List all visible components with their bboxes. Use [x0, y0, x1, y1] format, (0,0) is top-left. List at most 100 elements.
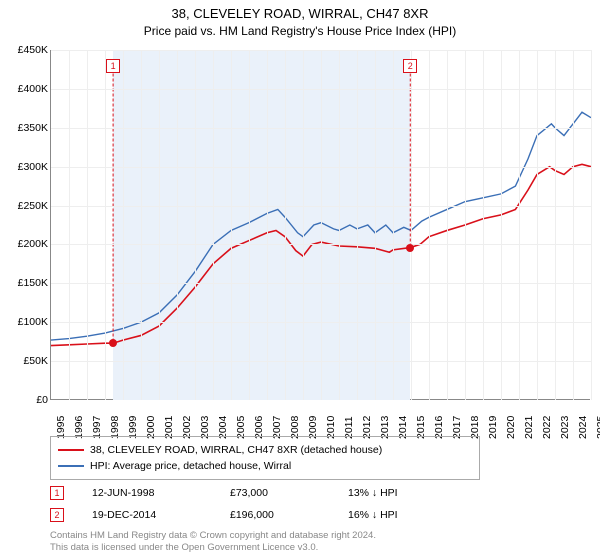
x-gridline [357, 50, 358, 400]
page-subtitle: Price paid vs. HM Land Registry's House … [0, 21, 600, 44]
x-gridline [87, 50, 88, 400]
x-tick-label: 2021 [523, 409, 535, 439]
x-tick-label: 2016 [433, 409, 445, 439]
x-tick-label: 2017 [451, 409, 463, 439]
legend-label: HPI: Average price, detached house, Wirr… [90, 458, 291, 474]
sale-price: £196,000 [230, 509, 320, 521]
x-gridline [249, 50, 250, 400]
x-gridline [555, 50, 556, 400]
x-tick-label: 2024 [577, 409, 589, 439]
x-tick-label: 2001 [163, 409, 175, 439]
x-tick-label: 1997 [91, 409, 103, 439]
sales-table: 1 12-JUN-1998 £73,000 13% ↓ HPI 2 19-DEC-2014… [50, 482, 580, 526]
x-tick-label: 2000 [145, 409, 157, 439]
x-gridline [411, 50, 412, 400]
attribution-line2: This data is licensed under the Open Gov… [50, 542, 376, 554]
x-tick-label: 2023 [559, 409, 571, 439]
x-gridline [393, 50, 394, 400]
y-tick-label: £50K [6, 355, 48, 367]
x-gridline [159, 50, 160, 400]
x-tick-label: 2010 [325, 409, 337, 439]
x-tick-label: 2020 [505, 409, 517, 439]
legend-swatch [58, 465, 84, 467]
y-tick-label: £100K [6, 316, 48, 328]
page-title: 38, CLEVELEY ROAD, WIRRAL, CH47 8XR [0, 0, 600, 21]
x-tick-label: 1998 [109, 409, 121, 439]
x-gridline [303, 50, 304, 400]
x-gridline [141, 50, 142, 400]
x-gridline [231, 50, 232, 400]
x-tick-label: 2014 [397, 409, 409, 439]
x-tick-label: 2022 [541, 409, 553, 439]
sale-row: 2 19-DEC-2014 £196,000 16% ↓ HPI [50, 504, 580, 526]
legend-item: 38, CLEVELEY ROAD, WIRRAL, CH47 8XR (det… [58, 442, 472, 458]
y-tick-label: £250K [6, 200, 48, 212]
y-tick-label: £350K [6, 122, 48, 134]
x-tick-label: 2004 [217, 409, 229, 439]
x-gridline [267, 50, 268, 400]
x-tick-label: 1999 [127, 409, 139, 439]
sale-price: £73,000 [230, 487, 320, 499]
x-gridline [123, 50, 124, 400]
x-tick-label: 2011 [343, 409, 355, 439]
x-gridline [195, 50, 196, 400]
sale-delta: 13% ↓ HPI [348, 487, 398, 499]
x-gridline [447, 50, 448, 400]
legend: 38, CLEVELEY ROAD, WIRRAL, CH47 8XR (det… [50, 436, 480, 480]
sale-marker-box: 2 [403, 59, 417, 73]
y-tick-label: £150K [6, 277, 48, 289]
legend-swatch [58, 449, 84, 451]
x-gridline [591, 50, 592, 400]
x-tick-label: 2019 [487, 409, 499, 439]
x-tick-label: 2025 [595, 409, 600, 439]
sale-date: 12-JUN-1998 [92, 487, 202, 499]
x-tick-label: 2012 [361, 409, 373, 439]
y-tick-label: £300K [6, 161, 48, 173]
x-gridline [321, 50, 322, 400]
sale-dot [406, 244, 414, 252]
x-gridline [519, 50, 520, 400]
attribution: Contains HM Land Registry data © Crown c… [50, 530, 376, 554]
x-gridline [375, 50, 376, 400]
y-tick-label: £450K [6, 44, 48, 56]
x-tick-label: 1996 [73, 409, 85, 439]
x-tick-label: 2007 [271, 409, 283, 439]
x-gridline [573, 50, 574, 400]
attribution-line1: Contains HM Land Registry data © Crown c… [50, 530, 376, 542]
x-tick-label: 2018 [469, 409, 481, 439]
legend-label: 38, CLEVELEY ROAD, WIRRAL, CH47 8XR (det… [90, 442, 382, 458]
x-gridline [537, 50, 538, 400]
sale-row-marker: 1 [50, 486, 64, 500]
x-tick-label: 1995 [55, 409, 67, 439]
x-tick-label: 2002 [181, 409, 193, 439]
sale-row-marker: 2 [50, 508, 64, 522]
x-gridline [339, 50, 340, 400]
x-gridline [177, 50, 178, 400]
sale-marker-box: 1 [106, 59, 120, 73]
chart-area: £0£50K£100K£150K£200K£250K£300K£350K£400… [50, 50, 590, 400]
x-gridline [69, 50, 70, 400]
x-gridline [105, 50, 106, 400]
legend-item: HPI: Average price, detached house, Wirr… [58, 458, 472, 474]
x-tick-label: 2008 [289, 409, 301, 439]
y-tick-label: £0 [6, 394, 48, 406]
x-tick-label: 2005 [235, 409, 247, 439]
x-tick-label: 2009 [307, 409, 319, 439]
sale-dot [109, 339, 117, 347]
x-gridline [213, 50, 214, 400]
plot-area: £0£50K£100K£150K£200K£250K£300K£350K£400… [50, 50, 590, 400]
x-gridline [483, 50, 484, 400]
x-gridline [285, 50, 286, 400]
sale-delta: 16% ↓ HPI [348, 509, 398, 521]
x-gridline [501, 50, 502, 400]
x-gridline [465, 50, 466, 400]
sale-date: 19-DEC-2014 [92, 509, 202, 521]
x-tick-label: 2003 [199, 409, 211, 439]
x-gridline [429, 50, 430, 400]
x-tick-label: 2006 [253, 409, 265, 439]
y-tick-label: £400K [6, 83, 48, 95]
sale-row: 1 12-JUN-1998 £73,000 13% ↓ HPI [50, 482, 580, 504]
y-tick-label: £200K [6, 238, 48, 250]
x-tick-label: 2015 [415, 409, 427, 439]
x-tick-label: 2013 [379, 409, 391, 439]
